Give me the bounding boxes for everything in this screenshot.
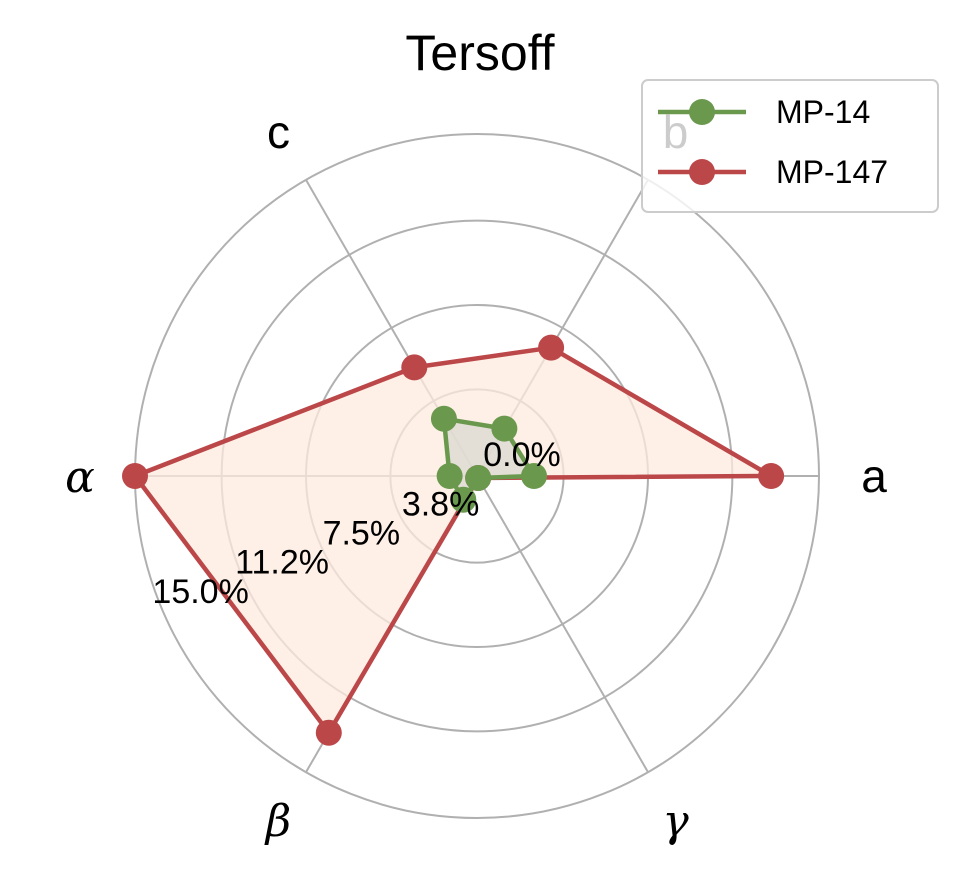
series-area-mp-147 [135,347,772,733]
data-point-mp-14-α [436,463,463,489]
legend-marker-mp-14 [689,99,715,125]
legend-label-mp-14: MP-14 [776,94,870,130]
data-point-mp-147-b [538,334,565,361]
axis-label-2: c [267,106,290,158]
radial-tick-labels: 0.0%3.8%7.5%11.2%15.0% [152,436,560,611]
data-point-mp-147-a [758,463,785,489]
axis-label-3: α [65,452,95,503]
r-tick-label: 7.5% [323,514,401,552]
data-point-mp-14-γ [465,464,492,491]
legend-marker-mp-147 [689,159,715,185]
data-point-mp-14-a [521,463,547,489]
data-point-mp-147-c [401,354,428,381]
data-point-mp-14-c [430,405,457,432]
axis-label-5: γ [662,796,689,847]
data-point-mp-147-β [315,719,342,746]
axis-label-0: a [861,450,887,502]
r-tick-label: 15.0% [152,573,248,611]
data-point-mp-14-b [491,415,518,442]
chart-title: Tersoff [405,25,554,81]
data-point-mp-147-α [122,463,148,489]
axis-label-4: β [264,796,291,847]
series-layer [122,334,785,746]
legend: MP-14 MP-147 [641,79,939,213]
r-tick-label: 0.0% [483,436,561,474]
legend-label-mp-147: MP-147 [776,154,888,190]
r-tick-label: 3.8% [402,486,480,524]
r-tick-label: 11.2% [235,543,329,581]
data-point-mp-14-β [450,486,477,513]
spoke-5 [476,475,649,773]
